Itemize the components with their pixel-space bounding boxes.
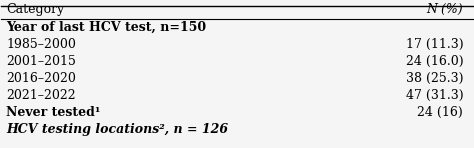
Text: 2021–2022: 2021–2022 (6, 89, 76, 102)
Text: 2001–2015: 2001–2015 (6, 55, 76, 68)
Text: 17 (11.3): 17 (11.3) (406, 38, 463, 51)
Text: HCV testing locations², n = 126: HCV testing locations², n = 126 (6, 123, 228, 136)
Text: 2016–2020: 2016–2020 (6, 72, 76, 85)
Text: Year of last HCV test, n=150: Year of last HCV test, n=150 (6, 21, 206, 33)
Text: 24 (16): 24 (16) (418, 106, 463, 119)
Text: Never tested¹: Never tested¹ (6, 106, 100, 119)
Text: 24 (16.0): 24 (16.0) (406, 55, 463, 68)
Text: 38 (25.3): 38 (25.3) (406, 72, 463, 85)
Text: 1985–2000: 1985–2000 (6, 38, 76, 51)
Text: N (%): N (%) (427, 3, 463, 16)
Text: 47 (31.3): 47 (31.3) (406, 89, 463, 102)
Text: Category: Category (6, 3, 64, 16)
